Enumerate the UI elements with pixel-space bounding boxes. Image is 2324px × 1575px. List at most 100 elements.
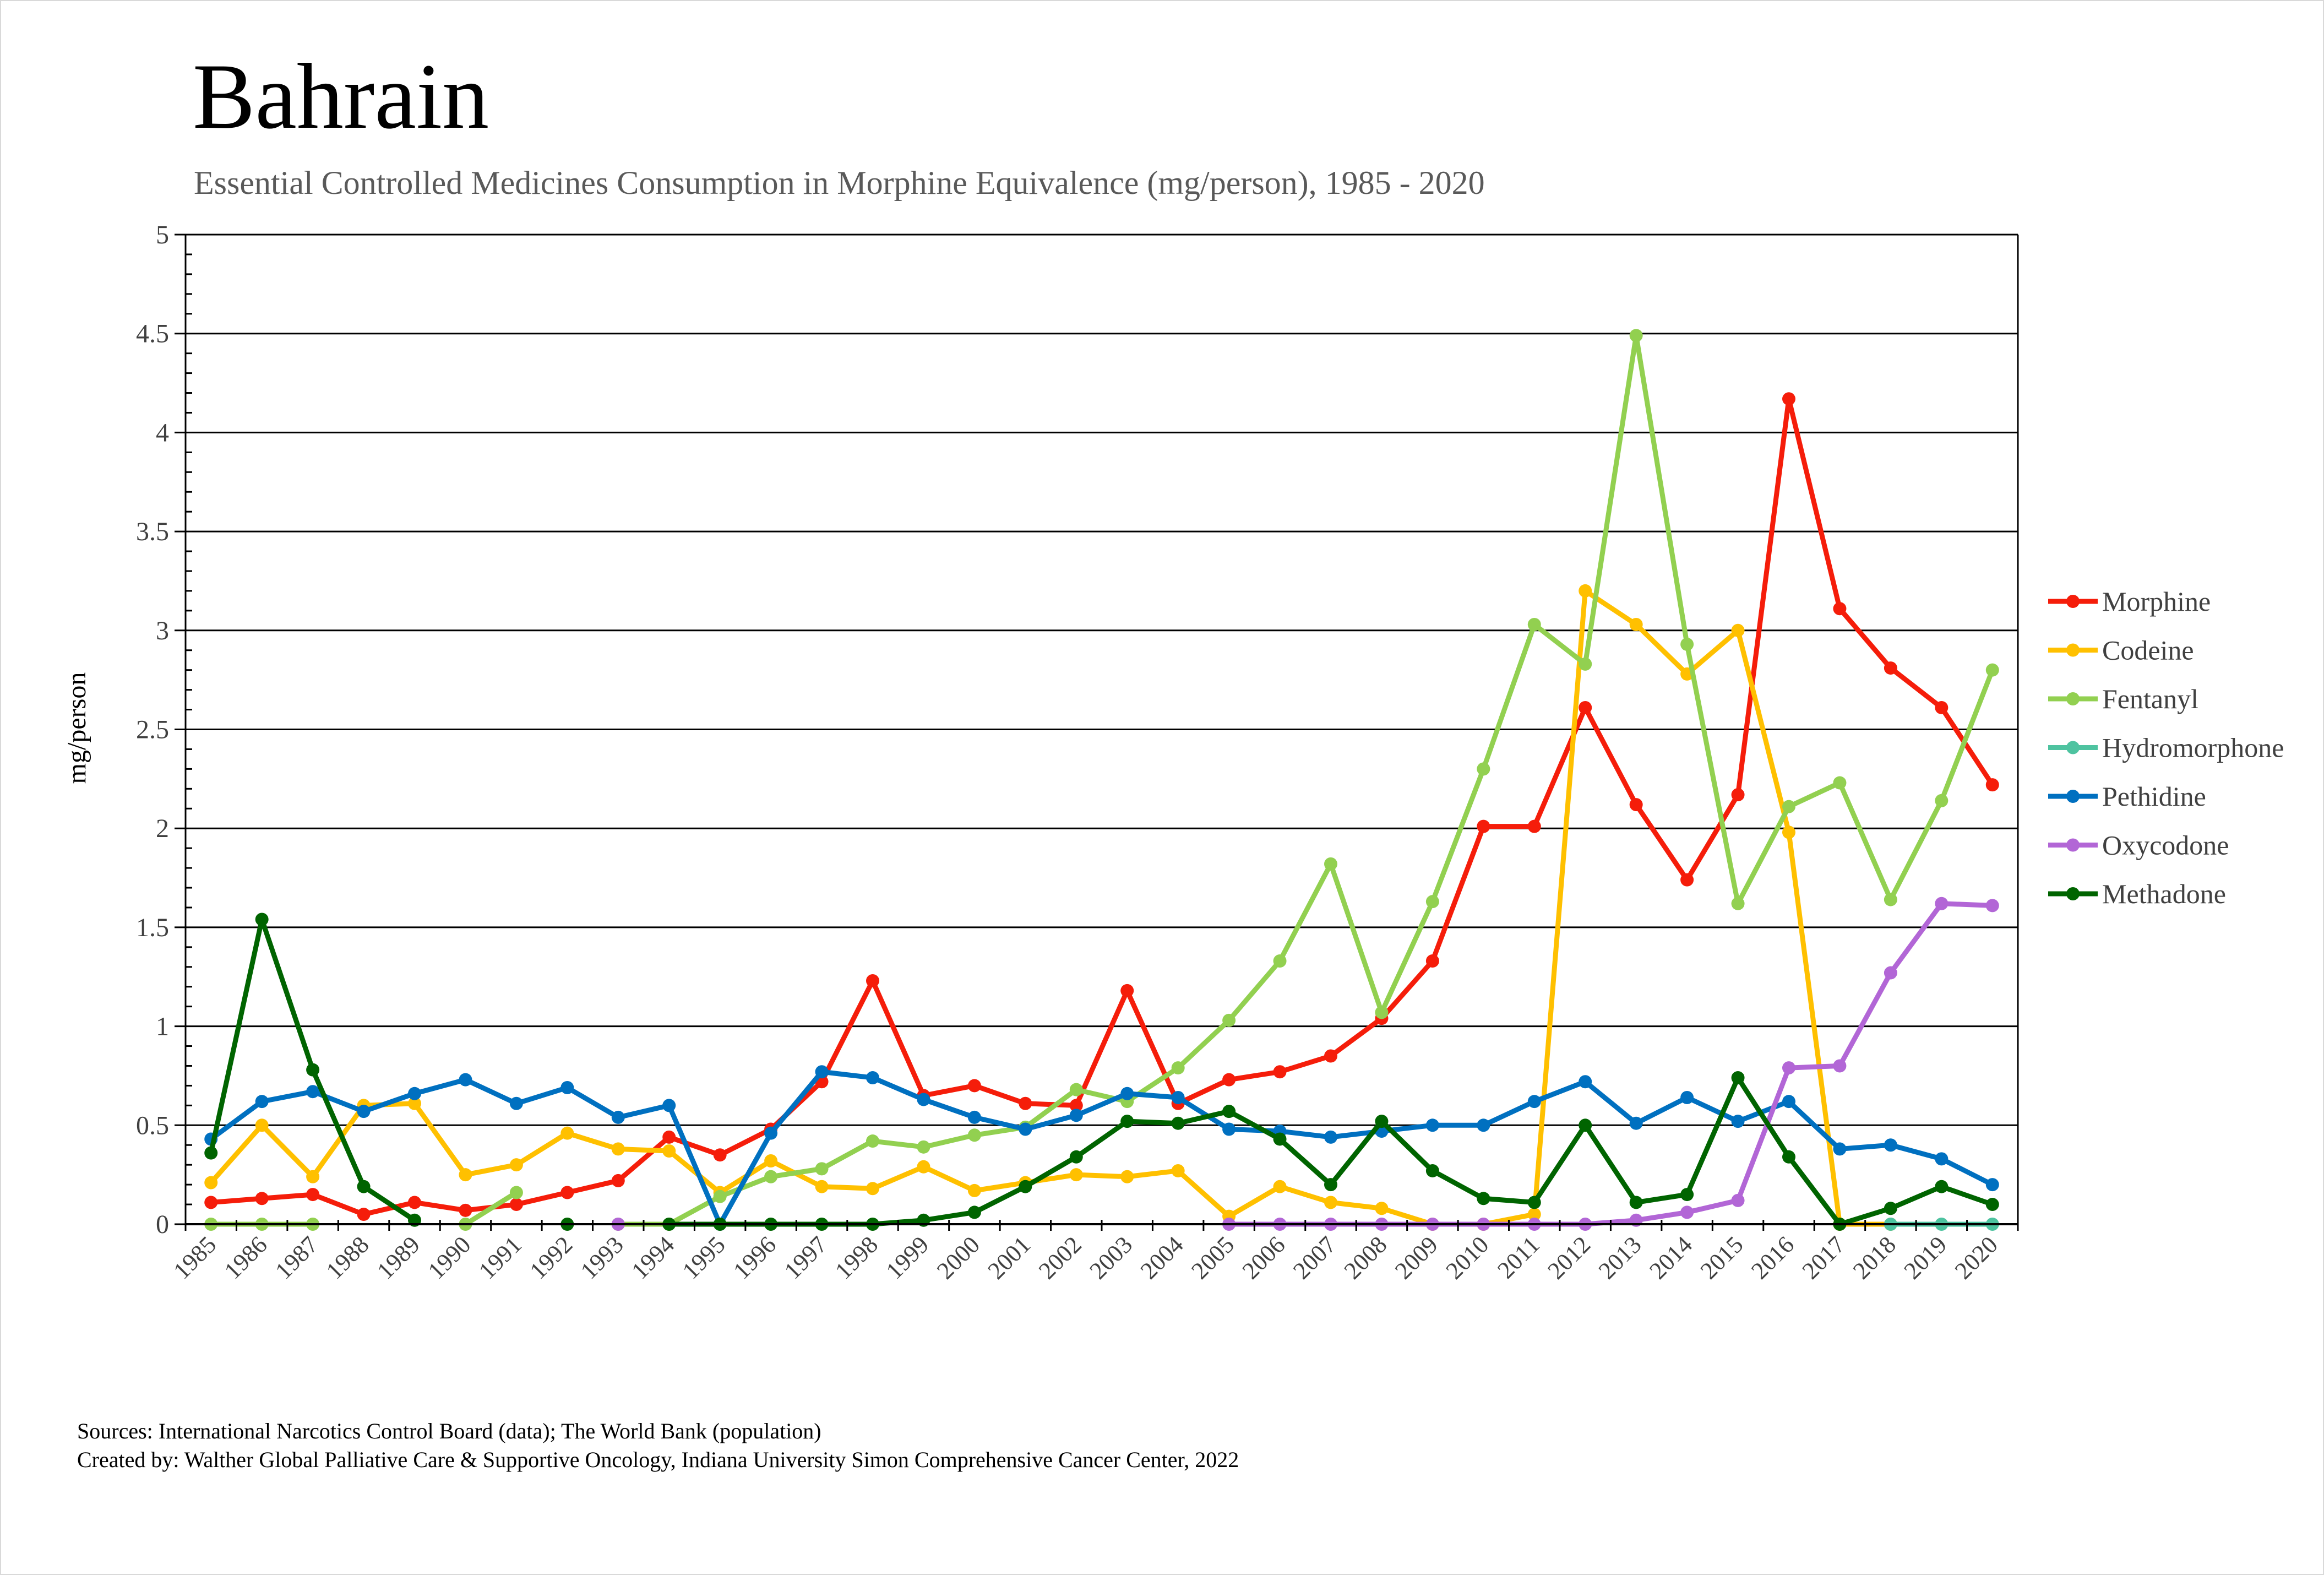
- y-tick-label: 4.5: [136, 319, 169, 349]
- data-point: [1477, 762, 1490, 776]
- x-tick-label: 1997: [779, 1231, 832, 1284]
- series-line: [464, 1190, 518, 1226]
- chart-title: Bahrain: [193, 45, 489, 148]
- data-point: [1884, 661, 1897, 675]
- data-point: [1120, 1087, 1134, 1100]
- x-tick-label: 1999: [881, 1231, 934, 1284]
- legend-marker: [2066, 887, 2080, 900]
- data-point: [611, 1174, 625, 1187]
- data-point: [764, 1126, 778, 1140]
- y-axis-label: mg/person: [62, 672, 91, 784]
- data-point: [1019, 1122, 1032, 1136]
- x-tick-label: 2003: [1084, 1231, 1137, 1284]
- data-point: [255, 1095, 269, 1109]
- data-point: [1935, 1152, 1949, 1166]
- data-point: [459, 1073, 472, 1087]
- data-point: [1935, 794, 1949, 807]
- data-point: [1375, 1202, 1389, 1215]
- data-point: [1324, 1196, 1337, 1209]
- data-point: [408, 1096, 421, 1110]
- data-point: [1171, 1116, 1185, 1130]
- data-point: [1935, 700, 1949, 714]
- data-point: [611, 1110, 625, 1124]
- legend-marker: [2066, 838, 2080, 852]
- legend-marker: [2066, 595, 2080, 608]
- data-point: [1935, 897, 1949, 910]
- data-point: [1425, 1118, 1439, 1132]
- data-point: [1680, 873, 1694, 887]
- legend-label: Hydromorphone: [2102, 732, 2284, 763]
- y-tick-label: 0: [156, 1210, 169, 1239]
- data-point: [1629, 329, 1643, 343]
- data-point: [1425, 895, 1439, 909]
- data-point: [1579, 1075, 1592, 1089]
- data-point: [1629, 1116, 1643, 1130]
- x-tick-label: 2017: [1797, 1231, 1851, 1284]
- data-point: [1324, 1049, 1337, 1063]
- data-point: [1782, 1150, 1795, 1164]
- data-point: [1680, 1188, 1694, 1202]
- data-point: [1782, 800, 1795, 813]
- x-tick-label: 2015: [1695, 1231, 1749, 1284]
- data-point: [560, 1126, 574, 1140]
- data-point: [1782, 825, 1795, 839]
- data-point: [917, 1140, 930, 1154]
- chart-subtitle: Essential Controlled Medicines Consumpti…: [194, 165, 1485, 201]
- series-line: [210, 396, 1995, 1217]
- x-tick-label: 2001: [983, 1231, 1036, 1284]
- data-point: [1069, 1150, 1083, 1164]
- data-point: [967, 1110, 981, 1124]
- data-point: [408, 1196, 421, 1209]
- data-point: [1375, 1115, 1389, 1128]
- series-methadone: [204, 913, 1999, 1231]
- legend-label: Oxycodone: [2102, 830, 2229, 861]
- data-point: [1782, 392, 1795, 406]
- data-point: [1731, 1115, 1745, 1128]
- data-point: [560, 1186, 574, 1199]
- data-point: [1222, 1073, 1236, 1087]
- data-point: [306, 1188, 320, 1202]
- data-point: [1069, 1083, 1083, 1096]
- data-point: [1477, 1192, 1490, 1205]
- x-tick-label: 2016: [1746, 1231, 1799, 1284]
- data-point: [1120, 1170, 1134, 1183]
- data-point: [1985, 778, 1999, 792]
- data-point: [1579, 1118, 1592, 1132]
- legend-marker: [2066, 692, 2080, 705]
- data-point: [866, 974, 879, 987]
- data-point: [1120, 984, 1134, 997]
- data-point: [509, 1186, 523, 1199]
- data-point: [306, 1170, 320, 1183]
- data-point: [357, 1180, 371, 1193]
- x-tick-label: 2008: [1339, 1231, 1392, 1284]
- data-point: [967, 1205, 981, 1219]
- legend-label: Morphine: [2102, 586, 2211, 617]
- data-point: [1527, 1196, 1541, 1209]
- data-point: [662, 1144, 676, 1158]
- data-point: [1324, 1178, 1337, 1192]
- x-tick-label: 2005: [1186, 1231, 1239, 1284]
- data-point: [1222, 1105, 1236, 1118]
- data-point: [1527, 1208, 1541, 1221]
- x-tick-label: 2010: [1441, 1231, 1494, 1284]
- data-point: [1731, 623, 1745, 637]
- x-tick-label: 2020: [1950, 1231, 2003, 1284]
- y-tick-label: 4: [156, 418, 169, 447]
- data-point: [611, 1142, 625, 1156]
- data-point: [509, 1158, 523, 1172]
- series-codeine: [204, 584, 1897, 1231]
- data-point: [459, 1168, 472, 1182]
- x-tick-label: 2004: [1135, 1231, 1189, 1284]
- legend-marker: [2066, 790, 2080, 803]
- series-fentanyl: [204, 329, 1999, 1231]
- data-point: [255, 1192, 269, 1205]
- data-point: [1935, 1180, 1949, 1193]
- data-point: [1069, 1168, 1083, 1182]
- data-point: [1579, 700, 1592, 714]
- data-point: [1680, 1090, 1694, 1104]
- x-tick-label: 2013: [1593, 1231, 1647, 1284]
- y-tick-label: 1: [156, 1012, 169, 1041]
- data-point: [509, 1198, 523, 1212]
- x-tick-label: 2000: [932, 1231, 985, 1284]
- data-point: [967, 1079, 981, 1093]
